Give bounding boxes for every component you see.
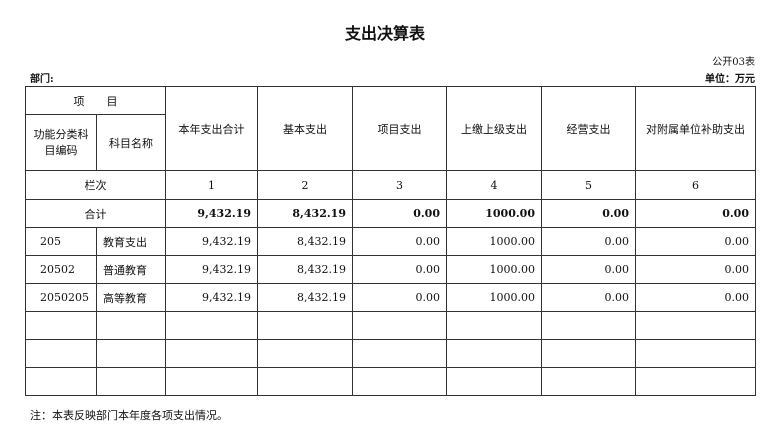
value-cell: 9,432.19 xyxy=(165,283,258,312)
header-col-6: 对附属单位补助支出 xyxy=(635,86,756,171)
empty-cell xyxy=(165,367,258,396)
value-cell: 0.00 xyxy=(635,227,756,256)
header-item: 项 目 xyxy=(25,86,166,115)
value-cell: 0.00 xyxy=(352,227,447,256)
header-col-1: 本年支出合计 xyxy=(165,86,258,171)
empty-cell xyxy=(165,311,258,340)
form-number: 公开03表 xyxy=(712,57,755,68)
empty-cell xyxy=(96,311,166,340)
row-index-cell: 3 xyxy=(352,170,447,200)
total-value-cell: 1000.00 xyxy=(446,199,542,228)
subject-code-cell: 2050205 xyxy=(25,283,97,312)
empty-cell xyxy=(446,367,542,396)
department-label: 部门: xyxy=(30,74,54,85)
value-cell: 1000.00 xyxy=(446,227,542,256)
value-cell: 9,432.19 xyxy=(165,227,258,256)
subject-code-cell: 20502 xyxy=(25,255,97,284)
empty-cell xyxy=(96,367,166,396)
empty-cell xyxy=(541,339,636,368)
empty-cell xyxy=(352,311,447,340)
total-value-cell: 0.00 xyxy=(635,199,756,228)
total-value-cell: 0.00 xyxy=(541,199,636,228)
header-col-4: 上缴上级支出 xyxy=(446,86,542,171)
empty-cell xyxy=(446,311,542,340)
header-subrow: 功能分类科目编码 科目名称 xyxy=(25,114,756,171)
footnote: 注：本表反映部门本年度各项支出情况。 xyxy=(30,409,228,422)
empty-row xyxy=(25,367,756,396)
empty-cell xyxy=(541,367,636,396)
row-index-cell: 4 xyxy=(446,170,542,200)
value-cell: 0.00 xyxy=(352,255,447,284)
header-code: 功能分类科目编码 xyxy=(25,114,97,171)
value-cell: 1000.00 xyxy=(446,255,542,284)
empty-cell xyxy=(25,339,97,368)
header-col-2: 基本支出 xyxy=(257,86,353,171)
empty-cell xyxy=(635,367,756,396)
empty-cell xyxy=(352,339,447,368)
empty-cell xyxy=(25,367,97,396)
header-col-3: 项目支出 xyxy=(352,86,447,171)
empty-cell xyxy=(257,339,353,368)
value-cell: 0.00 xyxy=(635,283,756,312)
empty-cell xyxy=(541,311,636,340)
empty-cell xyxy=(25,311,97,340)
empty-cell xyxy=(165,339,258,368)
value-cell: 0.00 xyxy=(635,255,756,284)
header-name: 科目名称 xyxy=(96,114,166,171)
table-row: 2050205 高等教育 9,432.19 8,432.19 0.00 1000.00 0.… xyxy=(25,283,756,312)
subject-name-cell: 普通教育 xyxy=(96,255,166,284)
value-cell: 1000.00 xyxy=(446,283,542,312)
value-cell: 8,432.19 xyxy=(257,283,353,312)
value-cell: 8,432.19 xyxy=(257,227,353,256)
empty-row xyxy=(25,339,756,368)
empty-cell xyxy=(635,339,756,368)
value-cell: 0.00 xyxy=(541,283,636,312)
empty-cell xyxy=(96,339,166,368)
empty-cell xyxy=(257,367,353,396)
empty-cell xyxy=(352,367,447,396)
row-index-cell: 1 xyxy=(165,170,258,200)
value-cell: 0.00 xyxy=(541,227,636,256)
value-cell: 8,432.19 xyxy=(257,255,353,284)
row-index-cell: 2 xyxy=(257,170,353,200)
empty-cell xyxy=(446,339,542,368)
row-index-cell: 6 xyxy=(635,170,756,200)
table-row: 20502 普通教育 9,432.19 8,432.19 0.00 1000.00 0.00… xyxy=(25,255,756,284)
empty-cell xyxy=(257,311,353,340)
page-title: 支出决算表 xyxy=(344,24,425,43)
total-row: 合计 9,432.19 8,432.19 0.00 1000.00 0.00 0.00 xyxy=(25,199,756,228)
total-value-cell: 9,432.19 xyxy=(165,199,258,228)
expenditure-table: 项 目 本年支出合计 基本支出 项目支出 上缴上级支出 经营支出 对附属单位补助… xyxy=(25,86,756,396)
empty-row xyxy=(25,311,756,340)
total-value-cell: 8,432.19 xyxy=(257,199,353,228)
subject-name-cell: 教育支出 xyxy=(96,227,166,256)
value-cell: 0.00 xyxy=(352,283,447,312)
table-row: 205 教育支出 9,432.19 8,432.19 0.00 1000.00 0.00 0.… xyxy=(25,227,756,256)
row-index-label: 栏次 xyxy=(25,170,166,200)
value-cell: 9,432.19 xyxy=(165,255,258,284)
subject-name-cell: 高等教育 xyxy=(96,283,166,312)
row-index-cell: 5 xyxy=(541,170,636,200)
header-row: 项 目 本年支出合计 基本支出 项目支出 上缴上级支出 经营支出 对附属单位补助… xyxy=(25,86,756,171)
unit-label: 单位：万元 xyxy=(705,74,755,85)
total-value-cell: 0.00 xyxy=(352,199,447,228)
subject-code-cell: 205 xyxy=(25,227,97,256)
value-cell: 0.00 xyxy=(541,255,636,284)
total-label: 合计 xyxy=(25,199,166,228)
empty-cell xyxy=(635,311,756,340)
header-col-5: 经营支出 xyxy=(541,86,636,171)
